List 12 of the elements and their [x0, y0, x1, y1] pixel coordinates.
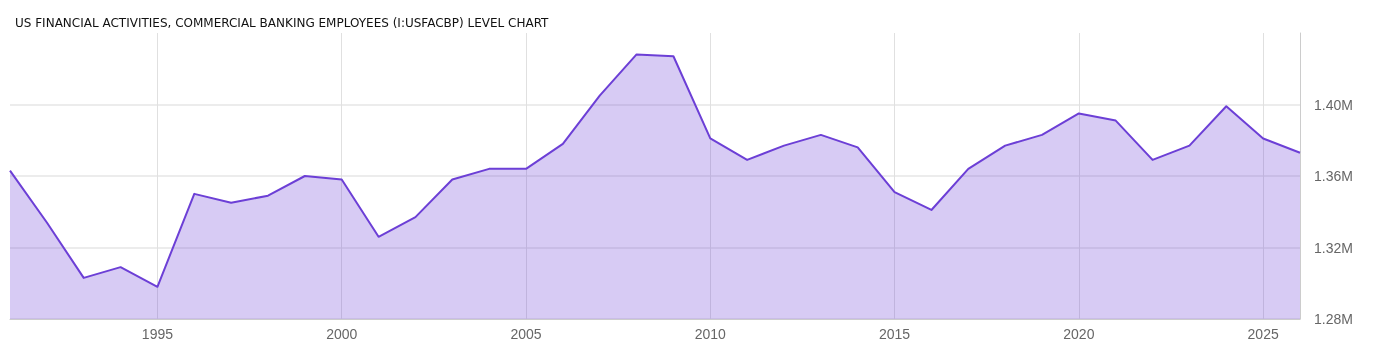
y-tick-label: 1.28M — [1314, 311, 1353, 327]
x-tick-label: 2025 — [1247, 326, 1279, 342]
x-tick-label: 2005 — [510, 326, 542, 342]
x-tick-label: 2000 — [326, 326, 358, 342]
y-tick-label: 1.32M — [1314, 239, 1353, 256]
x-tick-label: 2020 — [1063, 326, 1095, 342]
x-tick-label: 1995 — [141, 326, 174, 342]
x-tick-label: 2010 — [694, 326, 727, 342]
x-tick-label: 2015 — [878, 326, 911, 342]
y-tick-label: 1.40M — [1314, 96, 1353, 113]
y-tick-label: 1.36M — [1314, 168, 1353, 184]
chart-title: US FINANCIAL ACTIVITIES, COMMERCIAL BANKING EMPLOYEES (I:USFACBP) LEVEL CHART — [15, 16, 550, 30]
